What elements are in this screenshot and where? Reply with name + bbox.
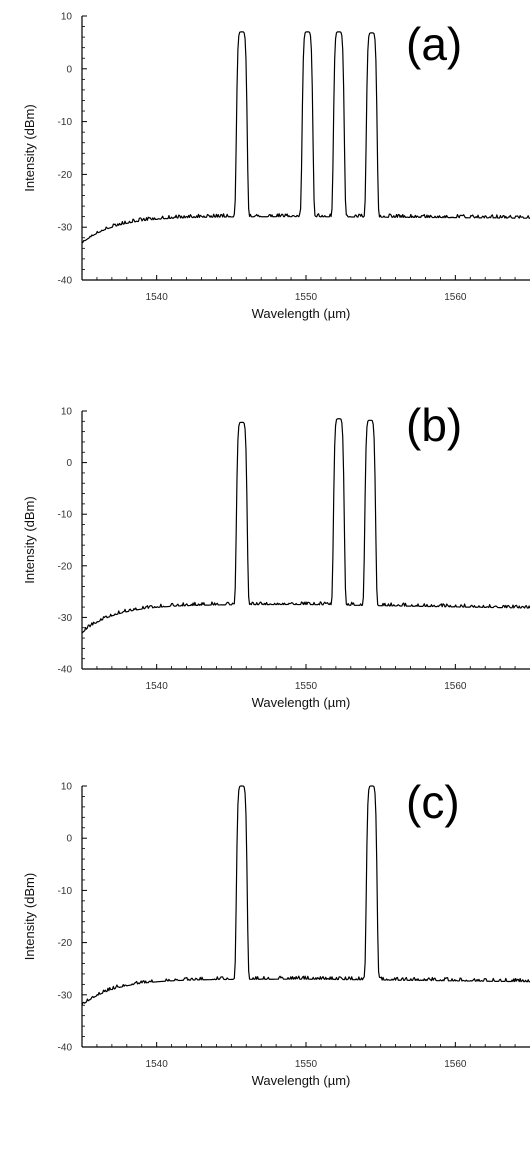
chart-panel-3: 10 0 -10 -20 -30 -40 1540 1550 1560 Wavelength (µ… [22,776,530,1088]
x-tick-label: 1550 [295,681,318,692]
y-tick-label: -20 [58,561,73,572]
y-tick-label: 10 [61,782,73,793]
y-tick-label: -40 [58,276,73,287]
y-axis-title: Intensity (dBm) [22,873,37,960]
spectrum-trace [81,418,530,634]
chart-panel-1: 10 0 -10 -20 -30 -40 1540 1550 1560 Wavelength (µ… [22,12,530,321]
x-tick-label: 1560 [444,292,467,303]
x-tick-label: 1550 [295,292,318,303]
x-tick-label: 1540 [146,292,169,303]
y-tick-label: 0 [66,834,72,845]
x-tick-label: 1540 [146,1059,169,1070]
y-tick-label: -30 [58,990,73,1001]
y-tick-label: -10 [58,117,73,128]
chart-panel-2: 10 0 -10 -20 -30 -40 1540 1550 1560 Wavelength (µ… [22,399,530,710]
y-tick-label: -20 [58,170,73,181]
x-tick-label: 1540 [146,681,169,692]
panel-label: (c) [406,776,460,828]
y-tick-label: -40 [58,1043,73,1054]
y-tick-label: 0 [66,64,72,75]
x-axis-title: Wavelength (µm) [252,695,351,710]
y-tick-label: -30 [58,223,73,234]
x-tick-label: 1560 [444,1059,467,1070]
spectrum-trace [81,785,530,1006]
y-tick-label: 10 [61,407,73,418]
spectrum-trace [81,31,530,244]
y-axis-title: Intensity (dBm) [22,496,37,583]
y-tick-label: -20 [58,938,73,949]
panel-label: (b) [406,399,462,451]
y-tick-label: 0 [66,458,72,469]
y-tick-label: -30 [58,613,73,624]
x-axis-title: Wavelength (µm) [252,1073,351,1088]
y-tick-label: 10 [61,12,73,23]
x-tick-label: 1550 [295,1059,318,1070]
x-axis-title: Wavelength (µm) [252,306,351,321]
y-axis-title: Intensity (dBm) [22,104,37,191]
y-tick-label: -10 [58,510,73,521]
y-tick-label: -10 [58,886,73,897]
y-tick-label: -40 [58,665,73,676]
x-tick-label: 1560 [444,681,467,692]
panel-label: (a) [406,18,462,70]
